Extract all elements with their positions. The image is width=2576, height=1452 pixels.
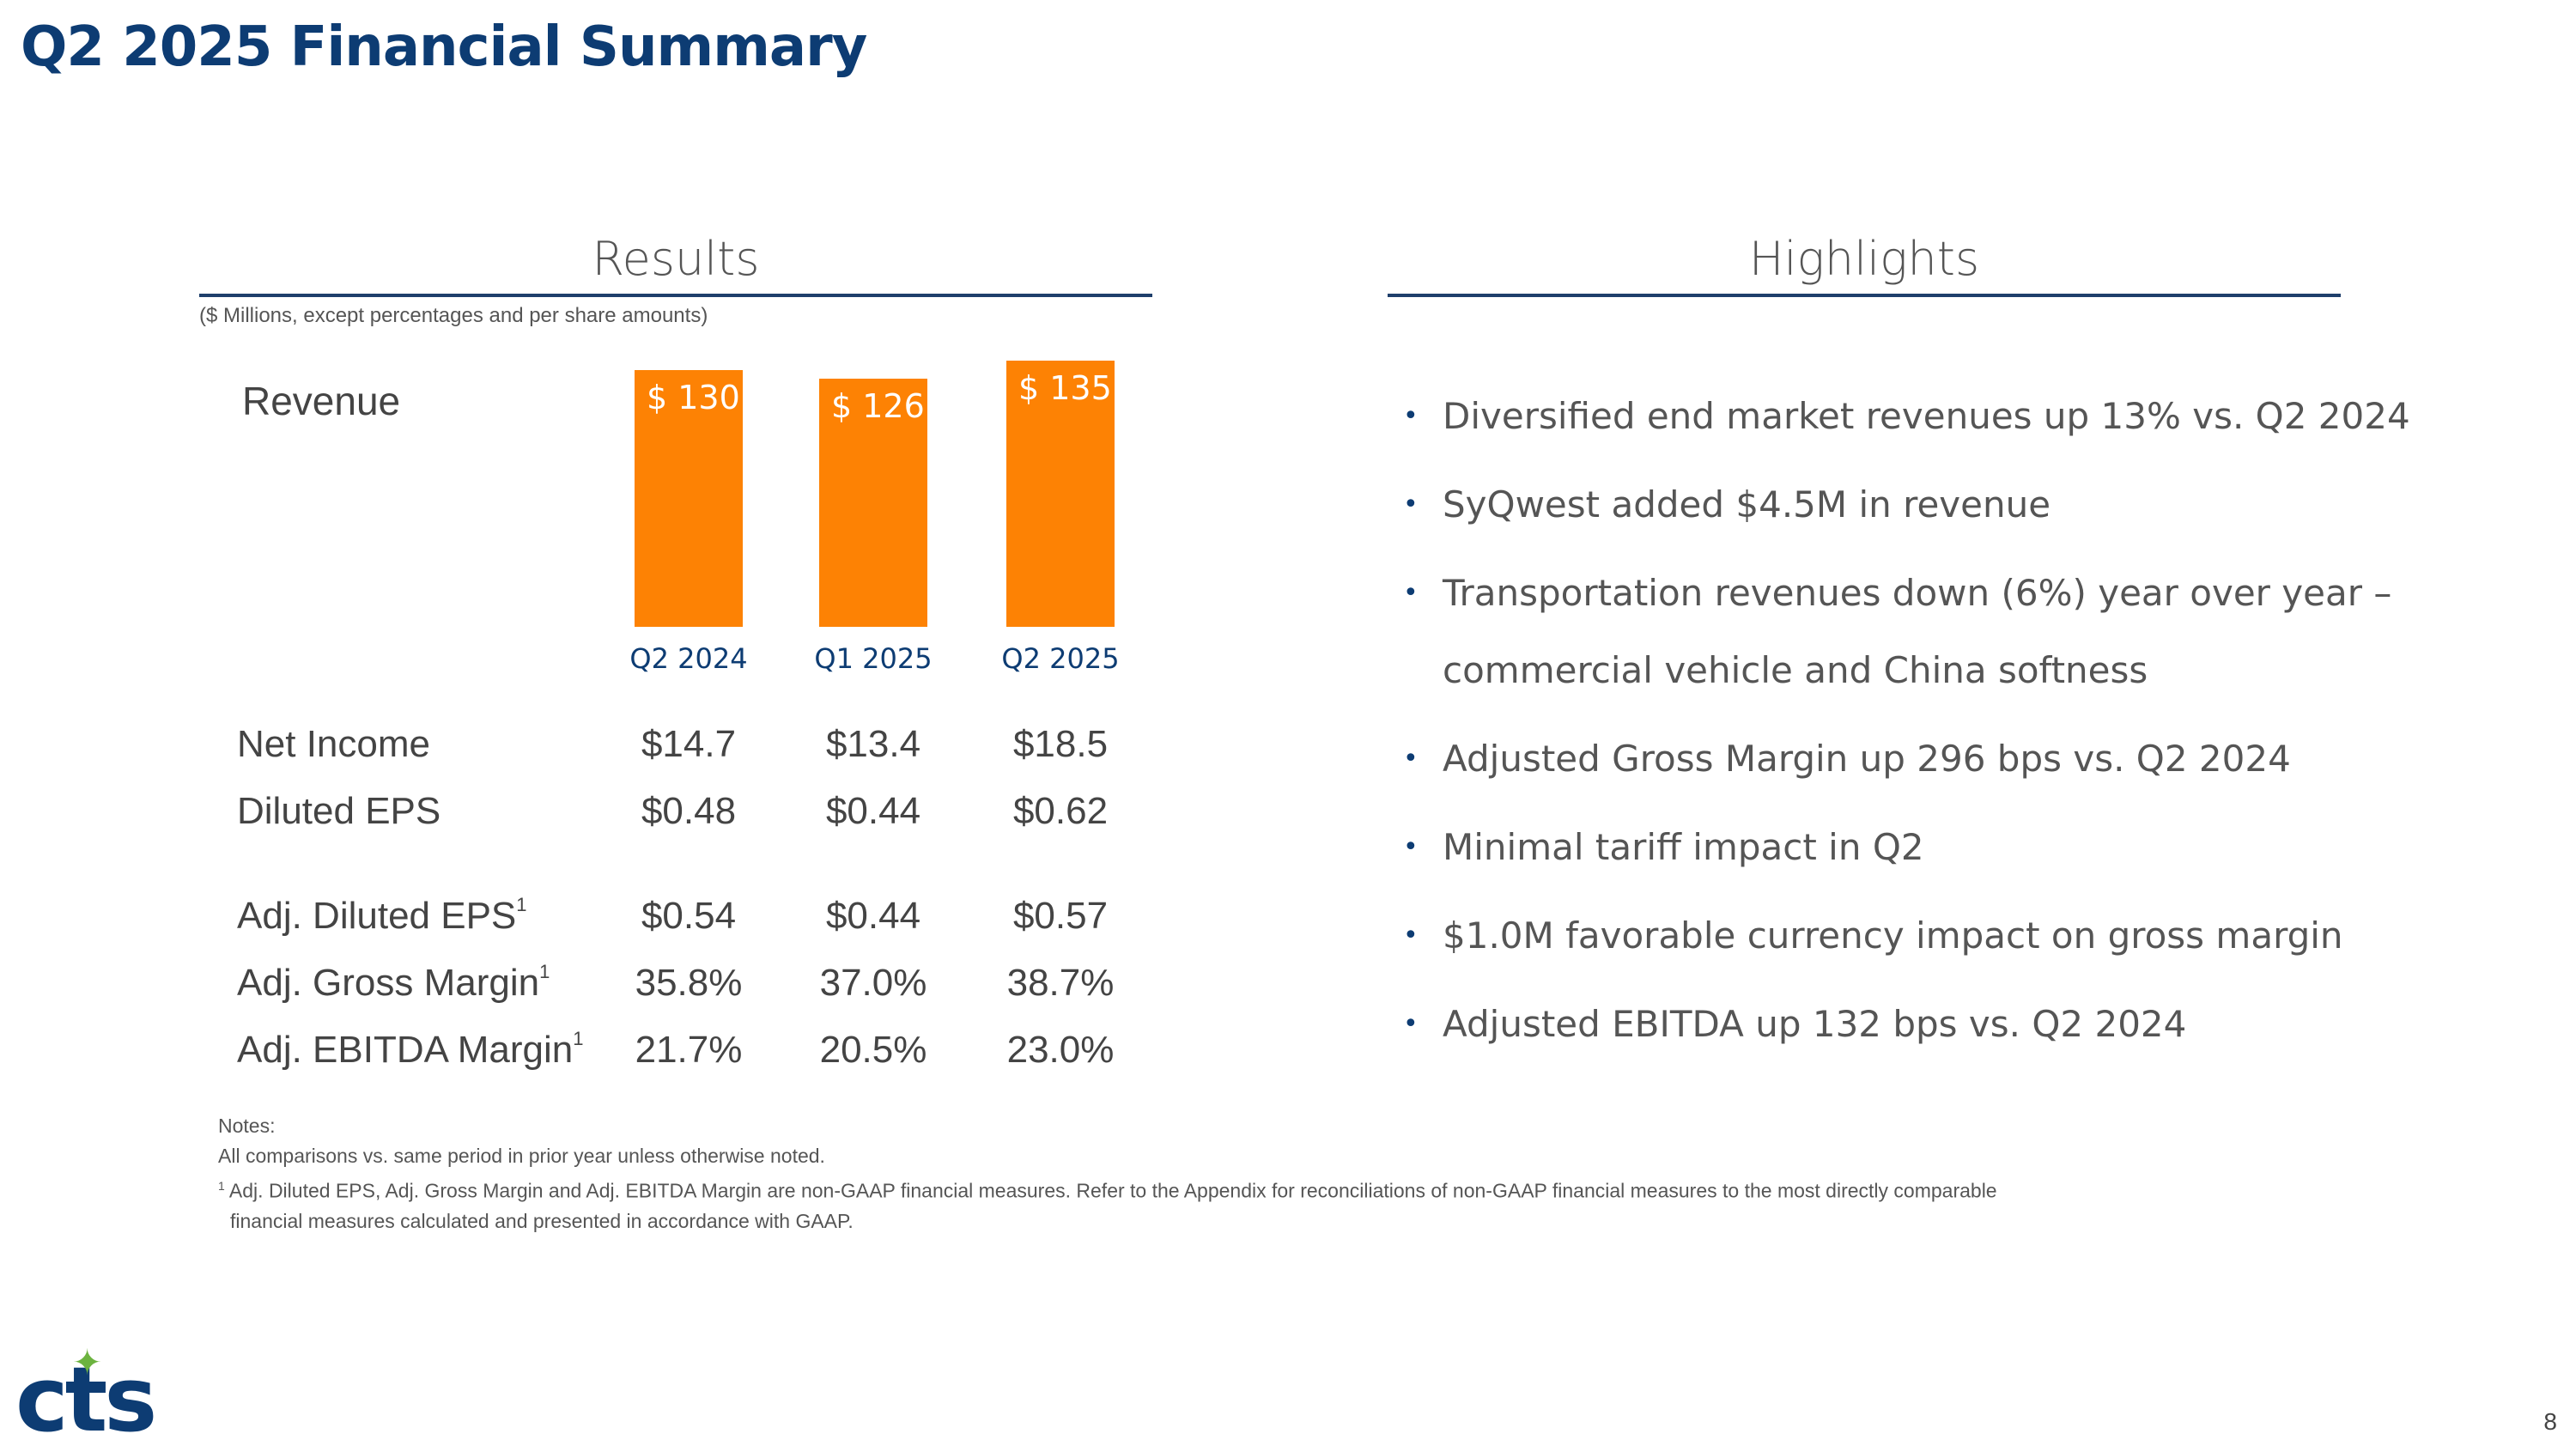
revenue-category-label: Q2 2025 [1001, 642, 1120, 675]
bullet-icon: • [1403, 1009, 1419, 1039]
revenue-bar [1006, 361, 1115, 627]
revenue-category-label: Q2 2024 [629, 642, 748, 675]
notes-line: All comparisons vs. same period in prior… [218, 1145, 825, 1167]
units-note: ($ Millions, except percentages and per … [199, 304, 708, 327]
highlight-text: Adjusted Gross Margin up 296 bps vs. Q2 … [1443, 738, 2291, 780]
highlight-item: • Adjusted Gross Margin up 296 bps vs. Q2… [1400, 720, 2430, 798]
metric-value: $0.62 [1012, 790, 1109, 832]
revenue-bar-label: $ 126 [831, 386, 925, 425]
logo-star-icon: ✦ [72, 1341, 103, 1383]
metric-value: $0.54 [641, 895, 737, 937]
revenue-bar [819, 378, 927, 627]
results-divider [199, 294, 1152, 297]
page-number: 8 [2543, 1408, 2557, 1435]
metric-value: 21.7% [635, 1029, 743, 1071]
highlights-divider [1388, 294, 2341, 297]
footnote-continuation: financial measures calculated and presen… [230, 1209, 854, 1232]
revenue-bar-label: $ 130 [647, 379, 740, 417]
bullet-icon: • [1403, 489, 1419, 519]
highlight-text: SyQwest added $4.5M in revenue [1443, 483, 2051, 526]
bullet-icon: • [1403, 920, 1419, 951]
metric-label: Diluted EPS [237, 790, 441, 832]
notes: Notes: All comparisons vs. same period i… [218, 1111, 1997, 1236]
bullet-icon: • [1403, 744, 1419, 774]
metric-value: 35.8% [635, 962, 743, 1004]
results-heading: Results [592, 232, 760, 286]
metric-value: $0.57 [1012, 895, 1109, 937]
highlight-item: • Transportation revenues down (6%) year … [1400, 555, 2430, 709]
bullet-icon: • [1403, 578, 1419, 608]
metric-row: Adj. Diluted EPS1 $0.54 $0.44 $0.57 [0, 894, 1202, 946]
metric-value: $0.48 [641, 790, 737, 832]
metric-value: 20.5% [819, 1029, 927, 1071]
highlights-list: • Diversified end market revenues up 13% … [1400, 378, 2430, 1074]
highlight-text: $1.0M favorable currency impact on gross… [1443, 914, 2343, 957]
highlight-item: • Minimal tariff impact in Q2 [1400, 809, 2430, 886]
metric-value: $18.5 [1012, 723, 1109, 765]
highlight-item: • SyQwest added $4.5M in revenue [1400, 466, 2430, 544]
highlight-text: Diversified end market revenues up 13% v… [1443, 395, 2410, 437]
metric-value: $14.7 [641, 723, 737, 765]
cts-logo: cts ✦ [15, 1345, 157, 1445]
metric-label: Adj. Gross Margin1 [237, 961, 550, 1004]
revenue-bar-label: $ 135 [1018, 369, 1112, 407]
metric-value: $0.44 [825, 790, 921, 832]
highlight-text: Transportation revenues down (6%) year o… [1443, 572, 2392, 691]
metric-value: 23.0% [1006, 1029, 1115, 1071]
metric-label: Adj. Diluted EPS1 [237, 894, 527, 937]
metric-value: 37.0% [819, 962, 927, 1004]
metric-row: Adj. Gross Margin1 35.8% 37.0% 38.7% [0, 961, 1202, 1013]
logo-text: cts [15, 1347, 157, 1452]
metric-value: $13.4 [825, 723, 921, 765]
revenue-chart-title: Revenue [242, 379, 401, 423]
bullet-icon: • [1403, 832, 1419, 862]
notes-heading: Notes: [218, 1115, 276, 1137]
footnote: 1 Adj. Diluted EPS, Adj. Gross Margin an… [218, 1171, 1997, 1206]
footnote-marker: 1 [516, 894, 527, 916]
page-title: Q2 2025 Financial Summary [21, 15, 867, 79]
bullet-icon: • [1403, 401, 1419, 431]
revenue-bar [635, 370, 743, 627]
footnote-text: Adj. Diluted EPS, Adj. Gross Margin and … [228, 1179, 1997, 1202]
metric-row: Net Income $14.7 $13.4 $18.5 [0, 723, 1202, 775]
footnote-marker: 1 [539, 961, 550, 983]
highlight-text: Adjusted EBITDA up 132 bps vs. Q2 2024 [1443, 1003, 2187, 1045]
revenue-category-label: Q1 2025 [814, 642, 933, 675]
metric-value: $0.44 [825, 895, 921, 937]
highlight-item: • $1.0M favorable currency impact on gros… [1400, 897, 2430, 975]
metric-value: 38.7% [1006, 962, 1115, 1004]
metric-label: Adj. EBITDA Margin1 [237, 1028, 584, 1071]
metric-label: Net Income [237, 723, 430, 765]
highlight-text: Minimal tariff impact in Q2 [1443, 826, 1924, 868]
metric-row: Diluted EPS $0.48 $0.44 $0.62 [0, 790, 1202, 841]
highlight-item: • Adjusted EBITDA up 132 bps vs. Q2 2024 [1400, 986, 2430, 1063]
footnote-marker: 1 [218, 1179, 225, 1193]
metric-row: Adj. EBITDA Margin1 21.7% 20.5% 23.0% [0, 1028, 1202, 1080]
highlights-heading: Highlights [1748, 232, 1980, 286]
footnote-marker: 1 [573, 1028, 584, 1050]
highlight-item: • Diversified end market revenues up 13% … [1400, 378, 2430, 455]
